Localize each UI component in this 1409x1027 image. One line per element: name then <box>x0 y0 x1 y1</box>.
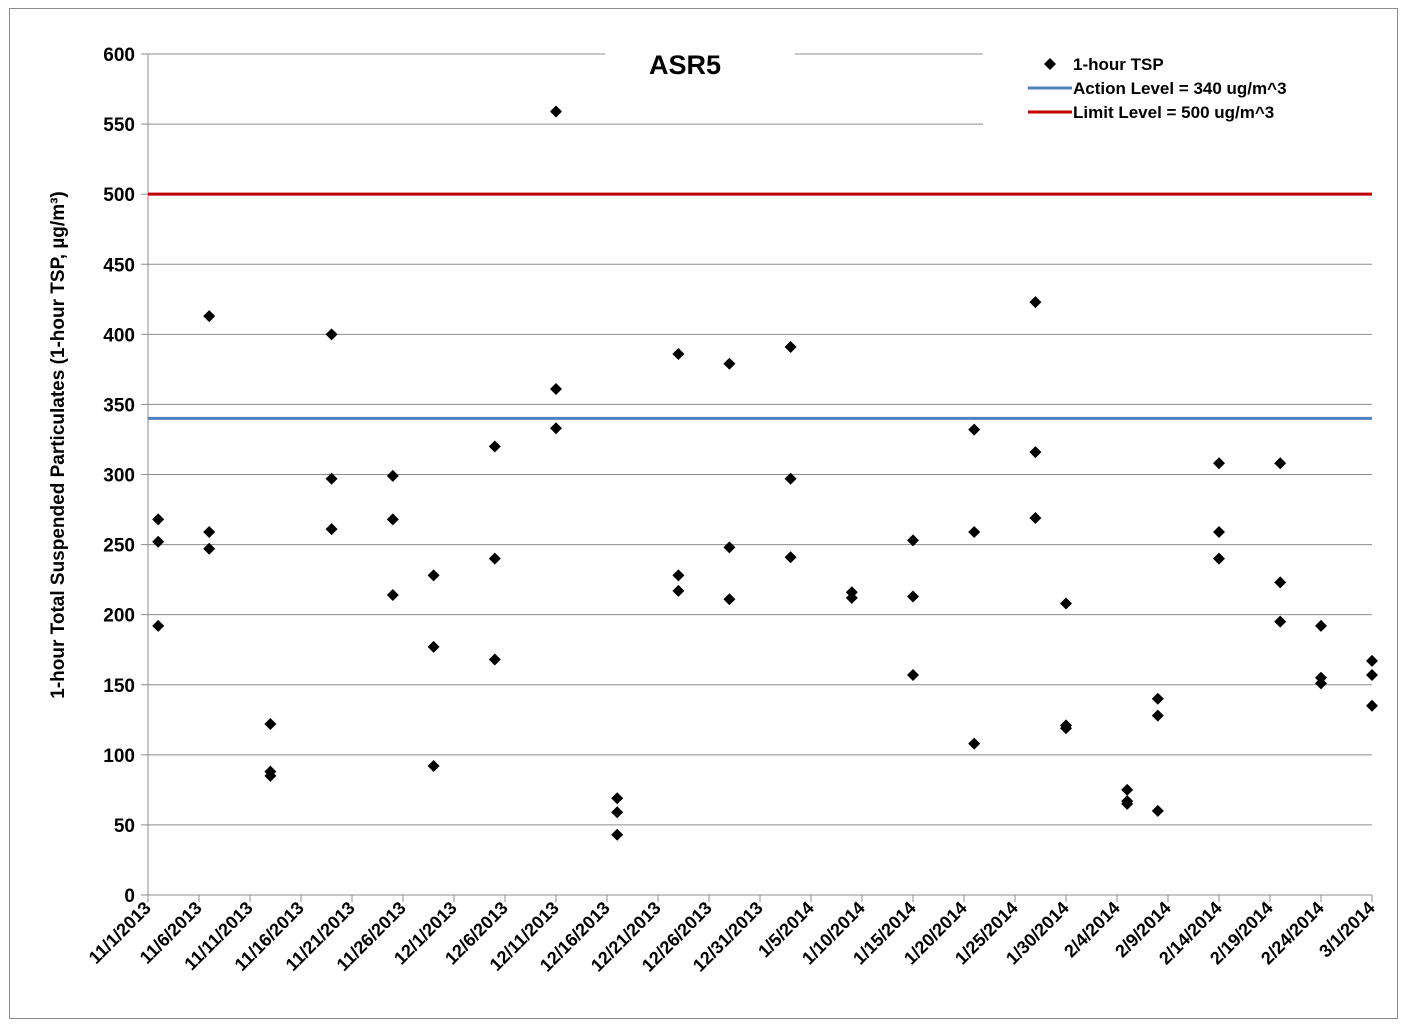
data-point <box>845 591 858 604</box>
y-axis-label: 1-hour Total Suspended Particulates (1-h… <box>48 191 69 698</box>
data-point <box>723 357 736 370</box>
data-point <box>152 535 165 548</box>
data-point <box>325 523 338 536</box>
data-point <box>1121 783 1134 796</box>
data-point <box>611 792 624 805</box>
data-point <box>672 569 685 582</box>
data-point <box>968 737 981 750</box>
data-point <box>427 760 440 773</box>
data-point <box>611 806 624 819</box>
data-point <box>1060 722 1072 735</box>
data-point <box>550 422 562 435</box>
reference-lines <box>148 192 1372 420</box>
data-point <box>550 382 562 395</box>
data-point <box>1029 446 1042 459</box>
legend: 1-hour TSP Action Level = 340 ug/m^3 Limit… <box>983 44 1373 130</box>
y-tick-label: 300 <box>103 466 135 487</box>
y-tick-label: 100 <box>103 746 135 767</box>
x-tick-labels: 11/1/201311/6/201311/11/201311/16/201311… <box>85 898 1379 976</box>
data-point <box>386 589 399 602</box>
data-point <box>1274 576 1287 589</box>
data-point <box>325 472 338 485</box>
data-point <box>907 534 919 547</box>
y-tick-label: 600 <box>103 45 135 66</box>
y-tick-label: 250 <box>103 536 135 557</box>
axes <box>141 53 1373 902</box>
data-point <box>784 340 797 353</box>
chart-frame <box>9 8 1398 1019</box>
x-tick-label: 2/4/2014 <box>1060 898 1124 962</box>
data-point <box>152 619 165 632</box>
data-point <box>1213 457 1225 470</box>
data-points <box>152 105 1378 841</box>
y-tick-label: 550 <box>103 115 135 136</box>
data-point <box>784 472 797 485</box>
data-point <box>907 668 919 681</box>
data-point <box>907 590 919 603</box>
y-tick-label: 450 <box>103 255 135 276</box>
x-tick-label: 3/1/2014 <box>1315 898 1379 962</box>
gridlines <box>148 53 1372 826</box>
y-tick-label: 400 <box>103 325 135 346</box>
data-point <box>427 569 440 582</box>
data-point <box>968 423 981 436</box>
data-point <box>488 440 501 453</box>
data-point <box>1060 597 1072 610</box>
y-tick-labels: 0 50 100 150 200 250 300 350 400 450 500 550 600 <box>103 45 135 907</box>
data-point <box>784 551 797 564</box>
data-point <box>427 640 440 653</box>
data-point <box>488 552 501 565</box>
data-point <box>264 769 277 782</box>
data-point <box>1151 692 1164 705</box>
data-point <box>325 328 338 341</box>
data-point <box>203 525 216 538</box>
data-point <box>550 105 562 118</box>
title-background <box>605 35 795 95</box>
data-point <box>968 525 981 538</box>
data-point <box>488 653 501 666</box>
chart-title-group: ASR5 <box>605 35 795 95</box>
y-tick-label: 350 <box>103 395 135 416</box>
data-point <box>1366 654 1378 667</box>
y-tick-label: 50 <box>114 816 135 837</box>
data-point <box>386 513 399 526</box>
data-point <box>386 469 399 482</box>
data-point <box>1366 668 1378 681</box>
data-point <box>203 310 216 323</box>
y-tick-label: 200 <box>103 606 135 627</box>
data-point <box>1366 699 1378 712</box>
data-point <box>1213 525 1225 538</box>
data-point <box>264 717 277 730</box>
legend-entry-label: Limit Level = 500 ug/m^3 <box>1073 103 1274 122</box>
chart-title: ASR5 <box>649 50 721 80</box>
data-point <box>1274 615 1287 628</box>
data-point <box>1315 619 1327 632</box>
data-point <box>1029 511 1042 524</box>
data-point <box>723 593 736 606</box>
legend-entry-label: 1-hour TSP <box>1073 55 1164 74</box>
y-tick-label: 150 <box>103 676 135 697</box>
legend-entry-label: Action Level = 340 ug/m^3 <box>1073 79 1287 98</box>
data-point <box>1315 677 1327 690</box>
data-point <box>152 513 165 526</box>
data-point <box>203 542 216 555</box>
data-point <box>1151 804 1164 817</box>
data-point <box>1121 797 1134 810</box>
data-point <box>723 541 736 554</box>
data-point <box>611 828 624 841</box>
y-tick-label: 500 <box>103 185 135 206</box>
data-point <box>672 584 685 597</box>
legend-marker <box>1044 58 1056 70</box>
data-point <box>1029 296 1042 309</box>
data-point <box>1151 709 1164 722</box>
data-point <box>1213 552 1225 565</box>
data-point <box>672 347 685 360</box>
data-point <box>1274 457 1287 470</box>
y-tick-label: 0 <box>124 886 135 907</box>
